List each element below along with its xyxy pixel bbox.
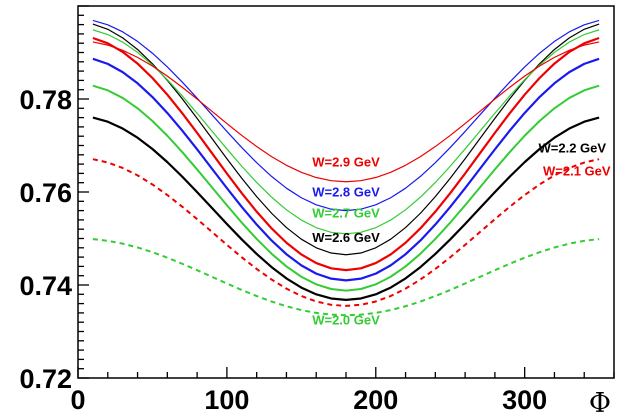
y-tick-label: 0.78 — [19, 85, 72, 115]
series-label: W=2.2 GeV — [539, 140, 607, 155]
y-tick-label: 0.74 — [19, 271, 72, 301]
axes: 0 100 200 300 0.72 0.74 0.76 0.78 — [19, 5, 615, 415]
series-line — [92, 41, 600, 183]
series-label: W=2.1 GeV — [543, 164, 611, 179]
y-tick-label: 0.72 — [19, 364, 72, 394]
series-label: W=2.0 GeV — [312, 313, 380, 328]
y-tick-label: 0.76 — [19, 178, 72, 208]
series-line — [92, 23, 600, 256]
series-label: W=2.8 GeV — [312, 185, 380, 200]
series-line — [92, 36, 600, 272]
series-line — [92, 238, 600, 317]
series-label: W=2.9 GeV — [312, 154, 380, 169]
x-tick-label: 100 — [204, 385, 249, 415]
curve-labels: W=2.0 GeV W=2.1 GeV W=2.2 GeV W=2.6 GeV W=2.… — [312, 140, 611, 327]
series-line — [92, 158, 600, 307]
x-tick-label: 200 — [353, 385, 398, 415]
curves — [92, 19, 600, 317]
x-tick-label: 300 — [502, 385, 547, 415]
series-label: W=2.7 GeV — [312, 206, 380, 221]
series-line — [92, 116, 600, 301]
series-line — [92, 84, 600, 292]
series-label: W=2.6 GeV — [312, 230, 380, 245]
series-line — [92, 19, 600, 212]
x-axis-title: Φ — [589, 388, 611, 418]
x-tick-label: 0 — [70, 385, 85, 415]
series-line — [92, 57, 600, 282]
series-line — [92, 29, 600, 235]
